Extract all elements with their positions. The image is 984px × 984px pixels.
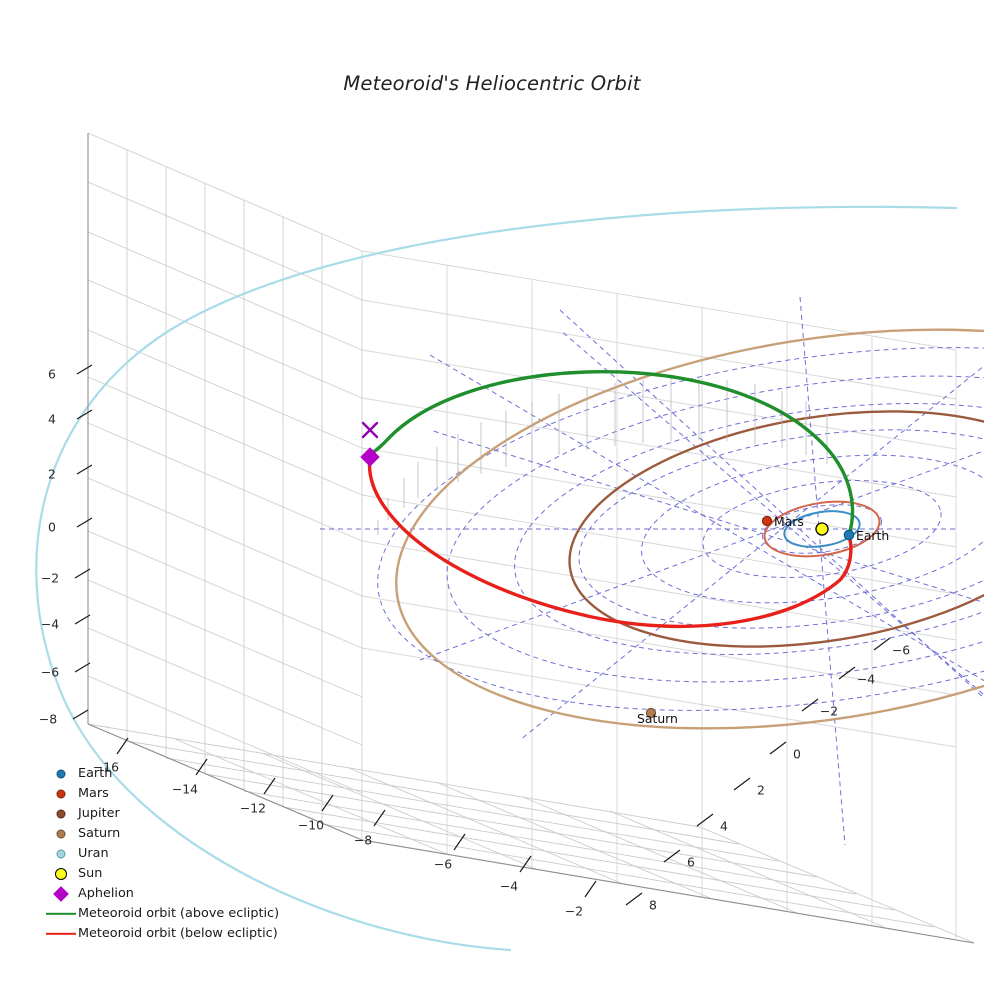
z-axis-tick-2: 2 <box>48 466 56 482</box>
body-label-earth: Earth <box>856 528 890 543</box>
legend: Earth Mars Jupiter Saturn Uran Sun Aphelion Met… <box>44 764 296 944</box>
legend-marker-2 <box>44 804 78 824</box>
legend-label: Jupiter <box>78 806 120 821</box>
legend-item-meteoroid-orbit-below-ecliptic[interactable]: Meteoroid orbit (below ecliptic) <box>44 924 296 944</box>
legend-item-saturn[interactable]: Saturn <box>44 824 296 844</box>
circle-marker-icon <box>55 868 67 880</box>
orbit-uranus <box>35 205 958 952</box>
legend-label: Earth <box>78 766 113 781</box>
y-axis-tick-5: 4 <box>720 818 728 834</box>
pane-grid-back-left <box>87 132 363 841</box>
line-marker-icon <box>46 912 76 916</box>
y-axis-tick-3: 0 <box>793 746 801 762</box>
axis-spines <box>87 133 975 944</box>
axis-ticks-y <box>625 637 891 906</box>
meteoroid-orbit-above-ecliptic <box>368 370 855 537</box>
y-axis-tick-6: 6 <box>687 854 695 870</box>
legend-marker-0 <box>44 764 78 784</box>
z-axis-tick-3: 0 <box>48 519 56 535</box>
meteoroid-orbit-below-ecliptic <box>367 455 853 629</box>
legend-marker-8 <box>44 924 78 944</box>
z-axis-tick-7: −8 <box>38 711 58 727</box>
z-axis-tick-1: 4 <box>48 411 56 427</box>
y-axis-tick-7: 8 <box>649 897 657 913</box>
axis-ticks-z <box>72 364 93 720</box>
orbit-saturn <box>395 328 984 730</box>
y-axis-tick-1: −4 <box>856 671 876 687</box>
z-axis-tick-6: −6 <box>40 664 60 680</box>
legend-marker-7 <box>44 904 78 924</box>
body-label-mars: Mars <box>774 514 804 529</box>
diamond-marker-icon <box>53 886 69 902</box>
z-axis-tick-5: −4 <box>40 616 60 632</box>
mars-marker <box>761 515 773 527</box>
x-axis-tick-7: −2 <box>564 903 584 919</box>
x-axis-tick-4: −8 <box>353 832 373 848</box>
legend-marker-1 <box>44 784 78 804</box>
axis-ticks-x <box>116 737 597 898</box>
legend-label: Sun <box>78 866 103 881</box>
circle-marker-icon <box>56 789 66 799</box>
legend-label: Meteoroid orbit (above ecliptic) <box>78 906 280 921</box>
legend-item-aphelion[interactable]: Aphelion <box>44 884 296 904</box>
x-axis-tick-5: −6 <box>433 856 453 872</box>
legend-label: Uran <box>78 846 109 861</box>
legend-item-mars[interactable]: Mars <box>44 784 296 804</box>
y-axis-tick-4: 2 <box>757 782 765 798</box>
line-marker-icon <box>46 932 76 936</box>
circle-marker-icon <box>56 809 66 819</box>
legend-item-sun[interactable]: Sun <box>44 864 296 884</box>
saturn-marker <box>645 707 657 719</box>
legend-marker-5 <box>44 864 78 884</box>
body-label-saturn: Saturn <box>637 711 678 726</box>
legend-marker-6 <box>44 884 78 904</box>
circle-marker-icon <box>56 829 66 839</box>
aphelion-diamond-marker <box>360 447 380 467</box>
legend-item-uran[interactable]: Uran <box>44 844 296 864</box>
legend-label: Saturn <box>78 826 121 841</box>
x-axis-tick-1: −14 <box>171 781 199 797</box>
earth-marker <box>843 529 855 541</box>
legend-item-earth[interactable]: Earth <box>44 764 296 784</box>
x-axis-tick-2: −12 <box>239 800 267 816</box>
x-axis-tick-0: −16 <box>92 759 120 775</box>
pane-grid-back-right <box>361 250 957 939</box>
legend-item-meteoroid-orbit-above-ecliptic[interactable]: Meteoroid orbit (above ecliptic) <box>44 904 296 924</box>
aphelion-cross-icon <box>361 421 379 439</box>
sun-marker <box>815 522 829 536</box>
x-axis-tick-6: −4 <box>499 878 519 894</box>
orbit-mars <box>763 500 881 558</box>
z-axis-tick-4: −2 <box>40 570 60 586</box>
legend-marker-4 <box>44 844 78 864</box>
legend-item-jupiter[interactable]: Jupiter <box>44 804 296 824</box>
legend-marker-3 <box>44 824 78 844</box>
legend-label: Meteoroid orbit (below ecliptic) <box>78 926 278 941</box>
ecliptic-polar-grid <box>320 296 984 846</box>
legend-label: Mars <box>78 786 109 801</box>
y-axis-tick-0: −6 <box>891 642 911 658</box>
orbit-jupiter <box>568 410 984 648</box>
x-axis-tick-3: −10 <box>297 817 325 833</box>
y-axis-tick-2: −2 <box>819 703 839 719</box>
circle-marker-icon <box>56 769 66 779</box>
z-axis-tick-0: 6 <box>48 366 56 382</box>
orbit-earth <box>783 510 861 548</box>
circle-marker-icon <box>56 849 66 859</box>
page-title: Meteoroid's Heliocentric Orbit <box>343 72 641 95</box>
legend-label: Aphelion <box>78 886 134 901</box>
